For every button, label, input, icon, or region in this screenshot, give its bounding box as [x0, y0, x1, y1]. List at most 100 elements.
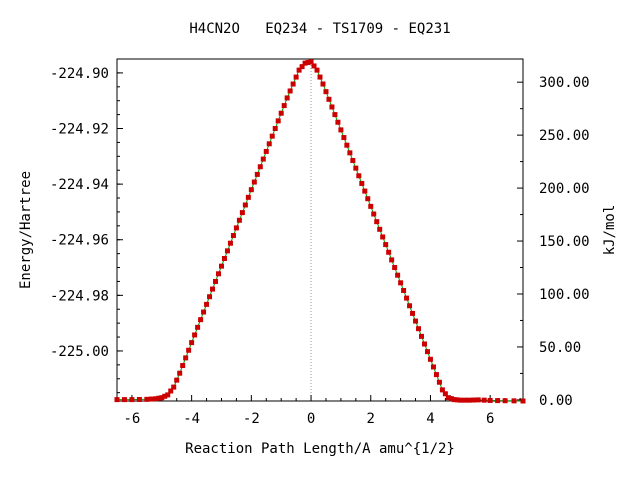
data-point-marker [136, 396, 142, 402]
data-point-marker [213, 278, 219, 284]
data-point-marker [248, 187, 254, 193]
data-point-marker [233, 225, 239, 231]
energy-curve-line [117, 61, 524, 402]
data-point-marker [520, 398, 526, 404]
data-point-marker [398, 280, 404, 286]
data-point-marker [338, 127, 344, 133]
data-point-marker [263, 148, 269, 154]
data-point-marker [392, 265, 398, 271]
data-point-marker [481, 397, 487, 403]
data-point-marker [144, 396, 150, 402]
data-point-marker [201, 309, 207, 315]
data-point-marker [383, 242, 389, 248]
data-point-marker [320, 81, 326, 87]
data-point-marker [290, 81, 296, 87]
data-point-marker [442, 391, 448, 397]
series-layer [114, 59, 526, 404]
data-point-marker [495, 398, 501, 404]
data-point-marker [374, 219, 380, 225]
data-point-marker [317, 74, 323, 80]
data-point-marker [466, 397, 472, 403]
data-point-marker [433, 372, 439, 378]
data-point-marker [471, 397, 477, 403]
data-point-marker [180, 363, 186, 369]
y-tick-label: -225.00 [50, 344, 109, 360]
data-point-marker [174, 377, 180, 383]
data-point-marker [502, 398, 508, 404]
data-point-marker [410, 310, 416, 316]
data-point-marker [332, 112, 338, 118]
data-point-marker [192, 332, 198, 338]
data-point-marker [186, 347, 192, 353]
data-point-marker [407, 303, 413, 309]
data-point-marker [462, 397, 468, 403]
data-point-marker [311, 63, 317, 69]
data-point-marker [242, 202, 248, 208]
y2-tick-label: 200.00 [539, 181, 590, 197]
data-point-marker [302, 60, 308, 66]
data-point-marker [454, 397, 460, 403]
data-point-marker [281, 103, 287, 109]
data-point-marker [368, 203, 374, 209]
data-point-marker [353, 165, 359, 171]
data-point-marker [162, 393, 168, 399]
y-tick-label: -224.96 [50, 233, 109, 249]
data-point-marker [451, 397, 457, 403]
y-tick-label: -224.94 [50, 177, 109, 193]
data-point-marker [114, 397, 120, 403]
y2-tick-label: 50.00 [539, 340, 581, 356]
data-point-marker [296, 67, 302, 73]
x-tick-label: -4 [183, 411, 200, 427]
data-point-marker [424, 349, 430, 355]
data-point-marker [359, 180, 365, 186]
y2-tick-label: 100.00 [539, 287, 590, 303]
data-point-marker [230, 233, 236, 239]
data-point-marker [159, 395, 165, 401]
x-tick-label: 2 [367, 411, 375, 427]
data-point-marker [389, 257, 395, 263]
data-point-marker [195, 324, 201, 330]
data-point-marker [198, 317, 204, 323]
data-point-marker [308, 59, 314, 65]
data-point-marker [511, 398, 517, 404]
data-point-marker [430, 364, 436, 370]
data-point-marker [287, 88, 293, 94]
data-point-marker [326, 96, 332, 102]
data-point-marker [329, 104, 335, 110]
y2-axis-label: kJ/mol [602, 205, 618, 256]
x-tick-label: 6 [486, 411, 494, 427]
data-point-marker [299, 64, 305, 70]
y-tick-label: -224.98 [50, 288, 109, 304]
data-point-marker [436, 379, 442, 385]
data-point-marker [445, 395, 451, 401]
data-point-marker [153, 396, 159, 402]
data-point-marker [251, 179, 257, 185]
data-point-marker [257, 164, 263, 170]
data-point-marker [401, 287, 407, 293]
data-point-marker [416, 326, 422, 332]
y2-tick-label: 300.00 [539, 75, 590, 91]
data-point-marker [362, 188, 368, 194]
data-point-marker [216, 271, 221, 277]
y-tick-label: -224.92 [50, 122, 109, 138]
data-point-marker [165, 392, 171, 398]
data-point-marker [168, 388, 174, 394]
data-point-marker [347, 150, 353, 156]
data-point-marker [269, 133, 275, 139]
data-point-marker [404, 295, 410, 301]
tick-layer: -6 -4 -2 0 2 4 6 -225.00 -224.98 -224.96 -224.94 -2… [50, 66, 590, 427]
plot-frame [116, 58, 524, 402]
data-point-marker [439, 387, 445, 393]
data-point-marker [189, 340, 195, 346]
data-point-marker [183, 355, 189, 361]
y-axis-label: Energy/Hartree [18, 171, 34, 289]
x-tick-label: -6 [123, 411, 140, 427]
data-point-marker [227, 240, 233, 246]
data-point-marker [341, 135, 347, 141]
data-point-marker [421, 341, 427, 347]
data-point-marker [156, 395, 162, 401]
data-point-marker [177, 370, 183, 376]
y2-tick-label: 250.00 [539, 128, 590, 144]
data-point-marker [254, 171, 260, 177]
data-point-marker [377, 226, 383, 232]
